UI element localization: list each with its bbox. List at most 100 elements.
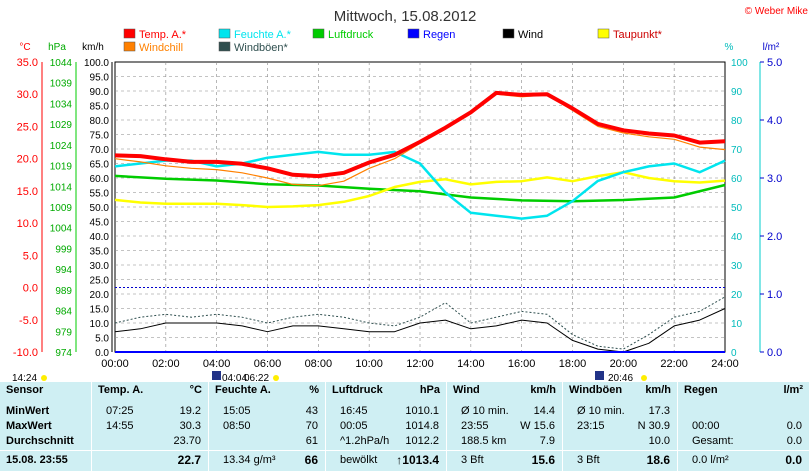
kmh-axis-unit: km/h — [82, 42, 104, 53]
temp-tick-label: 25.0 — [17, 121, 38, 133]
row-label: MinWert — [6, 405, 50, 417]
copyright-text: © Weber Mike — [745, 6, 809, 17]
chart-legend: Temp. A.* Feuchte A.* Luftdruck Regen Wind Ta… — [123, 28, 663, 54]
legend-label: Regen — [423, 29, 455, 41]
hpa-tick-label: 1024 — [50, 141, 73, 152]
cell-value: 0.0 — [786, 420, 802, 432]
series-line-tempa — [114, 90, 726, 179]
row-label: 15.08. 23:55 — [6, 454, 68, 466]
column-title: Windböen — [569, 384, 623, 396]
legend-label: Wind — [518, 29, 543, 41]
temp-tick-label: 5.0 — [23, 250, 38, 262]
cell-label: 23:15 — [577, 420, 605, 432]
hpa-tick-label: 1004 — [50, 224, 73, 235]
cell-value: 17.3 — [648, 405, 670, 417]
x-tick-label: 20:00 — [610, 358, 638, 370]
cell-value: 22.7 — [177, 453, 201, 467]
column-unit: km/h — [645, 384, 671, 396]
table-column: Temp. A. °C — [92, 382, 209, 471]
cell-label: 16:45 — [340, 405, 368, 417]
table-column: Feuchte A.% — [209, 382, 326, 471]
legend-swatch — [312, 28, 325, 39]
sunrise-icon — [212, 371, 221, 380]
rain-tick-label: 3.0 — [767, 173, 782, 185]
cell-label: 07:25 — [106, 405, 134, 417]
pct-tick-label: 90 — [731, 87, 743, 98]
row-label: Durchschnitt — [6, 435, 74, 447]
legend-swatch — [407, 28, 420, 39]
cell-label: 13.34 g/m³ — [223, 454, 276, 466]
legend-swatch — [218, 41, 231, 52]
temp-axis-unit: °C — [19, 42, 30, 53]
rain-axis-unit: l/m² — [763, 42, 780, 53]
temp-tick-label: -10.0 — [13, 347, 38, 359]
cell-value: 18.6 — [646, 453, 670, 467]
cell-value: 1014.8 — [405, 420, 439, 432]
x-tick-label: 24:00 — [711, 358, 739, 370]
kmh-tick-label: 45.0 — [90, 218, 110, 229]
cell-value: 70 — [305, 420, 318, 432]
kmh-tick-label: 65.0 — [90, 160, 110, 171]
pct-tick-label: 40 — [731, 232, 743, 243]
hpa-tick-label: 1014 — [50, 182, 73, 193]
cell-value: 14.4 — [533, 405, 555, 417]
pct-tick-label: 50 — [731, 203, 743, 214]
x-tick-label: 04:00 — [203, 358, 231, 370]
pct-tick-label: 0 — [731, 348, 737, 359]
cell-label: 08:50 — [223, 420, 251, 432]
x-tick-label: 10:00 — [355, 358, 383, 370]
cell-label: 3 Bft — [577, 454, 600, 466]
legend-label: Feuchte A.* — [234, 29, 292, 41]
cell-label: 3 Bft — [461, 454, 484, 466]
cell-value: ↑1013.4 — [396, 453, 439, 467]
kmh-tick-label: 75.0 — [90, 131, 110, 142]
cell-label: 0.0 l/m² — [692, 454, 729, 466]
cell-value: 66 — [304, 453, 318, 467]
hpa-tick-label: 1019 — [50, 162, 73, 173]
hpa-tick-label: 989 — [55, 286, 72, 297]
kmh-tick-label: 80.0 — [90, 116, 110, 127]
cell-value: 19.2 — [179, 405, 201, 417]
hpa-tick-label: 1009 — [50, 203, 73, 214]
hpa-tick-label: 1034 — [50, 99, 73, 110]
temp-tick-label: 20.0 — [17, 154, 38, 166]
hpa-tick-label: 979 — [55, 327, 72, 338]
kmh-tick-label: 35.0 — [90, 247, 110, 258]
sunset-label: 20:46 — [608, 373, 633, 382]
cell-value: 0.0 — [785, 453, 802, 467]
hpa-tick-label: 1029 — [50, 120, 73, 131]
statistics-table: Sensor Temp. A. °C Feuchte A.% Luftdruck hPa W… — [0, 382, 810, 471]
column-title: Temp. A. — [98, 384, 144, 396]
kmh-tick-label: 15.0 — [90, 305, 110, 316]
x-tick-label: 14:00 — [457, 358, 485, 370]
cell-label: 00:00 — [692, 420, 720, 432]
column-unit: °C — [189, 384, 202, 396]
cell-value: W 15.6 — [520, 420, 555, 432]
cell-label: Ø 10 min. — [461, 405, 509, 417]
temp-tick-label: 35.0 — [17, 57, 38, 69]
cell-label: 188.5 km — [461, 435, 507, 447]
legend-swatch — [502, 28, 515, 39]
cell-label: bewölkt — [340, 454, 378, 466]
cell-value — [678, 404, 802, 418]
pct-tick-label: 100 — [731, 58, 748, 69]
kmh-tick-label: 10.0 — [90, 319, 110, 330]
cell-value: 61 — [305, 435, 318, 447]
cell-label: Gesamt: — [692, 435, 734, 447]
legend-label: Taupunkt* — [613, 29, 663, 41]
x-tick-label: 08:00 — [305, 358, 333, 370]
pct-tick-label: 20 — [731, 290, 743, 301]
kmh-tick-label: 50.0 — [90, 203, 110, 214]
chart-title: Mittwoch, 15.08.2012 — [334, 8, 477, 25]
chart-axes: °C hPa km/h% l/m² 35.0 30.0 25.0 20.0 15.0 10.0 5.… — [12, 42, 782, 382]
series-line-luftdruck — [114, 174, 726, 203]
temp-tick-label: 15.0 — [17, 186, 38, 198]
kmh-tick-label: 0.0 — [95, 348, 109, 359]
rain-tick-label: 5.0 — [767, 57, 782, 69]
column-title: Regen — [684, 384, 718, 396]
legend-label: Temp. A.* — [139, 29, 187, 41]
x-tick-label: 16:00 — [508, 358, 536, 370]
cell-value: N 30.9 — [637, 420, 670, 432]
column-title: Wind — [453, 384, 480, 396]
cell-value: 1010.1 — [405, 405, 439, 417]
